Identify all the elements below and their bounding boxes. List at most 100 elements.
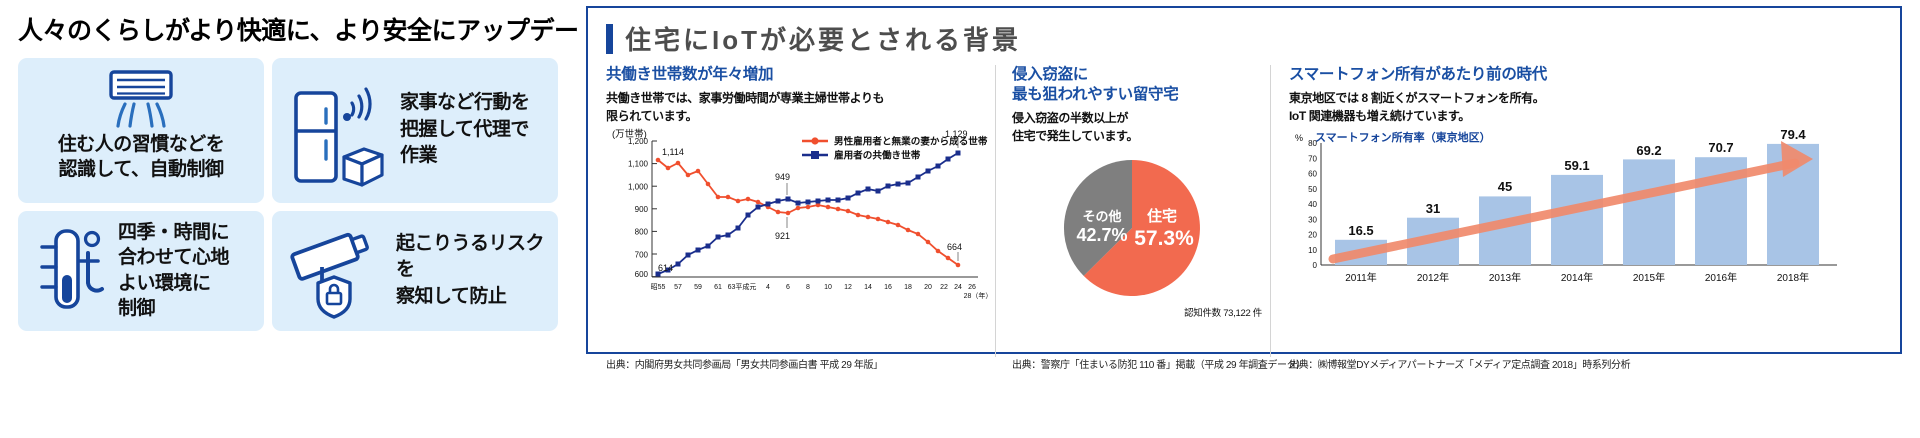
section1-source: 出典：内閣府男女共同参画局「男女共同参画白書 平成 29 年版」 (606, 360, 883, 371)
svg-text:男性雇用者と無業の妻から成る世帯: 男性雇用者と無業の妻から成る世帯 (834, 135, 988, 147)
section1-subtext: 共働き世帯では、家事労働時間が専業主婦世帯よりも 限られています。 (606, 90, 987, 125)
svg-text:45: 45 (1498, 179, 1512, 194)
svg-text:雇用者の共働き世帯: 雇用者の共働き世帯 (834, 149, 921, 161)
refrigerator-wifi-icon (284, 69, 392, 191)
section1-heading: 共働き世帯数が年々増加 (606, 66, 774, 83)
section2-source: 出典：警察庁「住まいる防犯 110 番」掲載（平成 29 年調査データ） (1012, 360, 1306, 371)
benefit-card-grid: 住む人の習慣などを 認識して、自動制御 (18, 57, 566, 331)
section2-subtext: 侵入窃盗の半数以上が 住宅で発生しています。 (1012, 110, 1262, 145)
svg-text:700: 700 (635, 250, 649, 259)
svg-text:1,000: 1,000 (628, 182, 649, 191)
benefit-card-housework-text: 家事など行動を 把握して代理で 作業 (400, 90, 530, 170)
svg-text:2018年: 2018年 (1777, 271, 1809, 284)
svg-text:(万世帯): (万世帯) (612, 128, 647, 140)
svg-text:900: 900 (635, 205, 649, 214)
right-panel: 住宅にIoTが必要とされる背景 共働き世帯数が年々増加 共働き世帯では、家事労働… (580, 0, 1910, 438)
benefit-card-climate-text: 四季・時間に 合わせて心地 よい環境に 制御 (118, 220, 230, 320)
card3-line4: 制御 (118, 297, 156, 319)
svg-text:800: 800 (635, 228, 649, 237)
svg-text:16: 16 (884, 284, 892, 291)
card2-line3: 作業 (400, 145, 438, 167)
benefit-card-climate[interactable]: 四季・時間に 合わせて心地 よい環境に 制御 (18, 210, 264, 331)
benefit-card-auto-control-text: 住む人の習慣などを 認識して、自動制御 (58, 132, 225, 183)
svg-text:80: 80 (1308, 139, 1317, 148)
svg-text:2013年: 2013年 (1489, 271, 1521, 284)
card3-line3: よい環境に (118, 272, 211, 294)
chart-legend: 男性雇用者と無業の妻から成る世帯 雇用者の共働き世帯 (802, 135, 988, 161)
svg-text:%: % (1295, 133, 1303, 143)
svg-text:2014年: 2014年 (1561, 271, 1593, 284)
security-camera-icon (282, 221, 386, 321)
svg-text:住宅: 住宅 (1147, 207, 1177, 225)
iot-background-title: 住宅にIoTが必要とされる背景 (625, 25, 1021, 55)
svg-text:60: 60 (1308, 169, 1317, 178)
svg-text:79.4: 79.4 (1780, 127, 1806, 142)
svg-text:14: 14 (864, 284, 872, 291)
svg-text:16.5: 16.5 (1348, 223, 1373, 238)
air-conditioner-icon (95, 68, 187, 130)
section3-sub-line1: 東京地区では 8 割近くがスマートフォンを所有。 (1289, 91, 1545, 106)
section-smartphone: スマートフォン所有があたり前の時代 東京地区では 8 割近くがスマートフォンを所… (1271, 65, 1871, 371)
smartphone-bar-chart: % スマートフォン所有率（東京地区） 80 70 60 50 40 30 (1289, 125, 1871, 297)
iot-background-box: 住宅にIoTが必要とされる背景 共働き世帯数が年々増加 共働き世帯では、家事労働… (586, 6, 1902, 371)
section1-sub-line1: 共働き世帯では、家事労働時間が専業主婦世帯よりも (606, 91, 885, 106)
card2-line1: 家事など行動を (400, 92, 530, 114)
bar-xticks: 2011年 2012年 2013年 2014年 2015年 2016年 2018… (1345, 271, 1809, 284)
card3-line1: 四季・時間に (118, 222, 230, 244)
svg-text:63平成元: 63平成元 (728, 282, 757, 291)
card2-line2: 把握して代理で (400, 118, 529, 140)
section2-sub-line1: 侵入窃盗の半数以上が (1012, 111, 1129, 126)
header-accent-bar (606, 23, 613, 54)
svg-text:42.7%: 42.7% (1076, 225, 1127, 245)
svg-text:10: 10 (824, 284, 832, 291)
section2-sub-line2: 住宅で発生しています。 (1012, 128, 1139, 143)
sections-container: 共働き世帯数が年々増加 共働き世帯では、家事労働時間が専業主婦世帯よりも 限られ… (606, 65, 1886, 371)
dual-income-line-chart: (万世帯) 1,200 1,100 1,000 900 800 700 600 (606, 125, 988, 303)
section3-subtext: 東京地区では 8 割近くがスマートフォンを所有。 IoT 関連機器も増え続けてい… (1289, 90, 1871, 125)
card1-line1: 住む人の習慣などを (57, 133, 225, 155)
svg-text:50: 50 (1308, 185, 1317, 194)
svg-text:61: 61 (714, 284, 722, 291)
svg-text:28（年）: 28（年） (964, 291, 988, 300)
benefit-card-security-text: 起こりうるリスクを 察知して防止 (396, 231, 554, 311)
svg-text:59: 59 (694, 284, 702, 291)
svg-text:26: 26 (968, 284, 976, 291)
svg-text:22: 22 (940, 284, 948, 291)
benefit-card-security[interactable]: 起こりうるリスクを 察知して防止 (272, 210, 558, 331)
svg-text:40: 40 (1308, 200, 1317, 209)
svg-text:1,114: 1,114 (662, 147, 684, 157)
svg-text:69.2: 69.2 (1636, 143, 1661, 158)
svg-text:30: 30 (1308, 215, 1317, 224)
section-burglary: 侵入窃盗に 最も狙われやすい留守宅 侵入窃盗の半数以上が 住宅で発生しています。 (996, 65, 1306, 371)
svg-text:664: 664 (947, 242, 962, 252)
svg-text:600: 600 (635, 270, 649, 279)
trend-arrow-icon (1328, 140, 1813, 264)
card4-line1: 起こりうるリスクを (396, 232, 545, 281)
chart-xticks: 昭55 57 59 61 63平成元 4 6 8 10 12 14 (651, 282, 988, 300)
benefit-card-auto-control[interactable]: 住む人の習慣などを 認識して、自動制御 (18, 57, 264, 203)
section2-note: 認知件数 73,122 件 (1184, 308, 1262, 320)
svg-text:614: 614 (658, 263, 673, 273)
section1-sub-line2: 限られています。 (606, 108, 698, 123)
svg-text:20: 20 (924, 284, 932, 291)
card1-line2: 認識して、自動制御 (58, 159, 224, 181)
svg-text:949: 949 (775, 172, 790, 182)
section2-heading-line2: 最も狙われやすい留守宅 (1012, 86, 1179, 104)
svg-text:昭55: 昭55 (651, 283, 666, 291)
section3-sub-line2: IoT 関連機器も増え続けています。 (1289, 108, 1470, 123)
svg-text:10: 10 (1308, 246, 1317, 255)
svg-text:24: 24 (954, 284, 962, 291)
card4-line2: 察知して防止 (396, 285, 507, 307)
svg-text:1,129: 1,129 (945, 129, 968, 139)
svg-text:スマートフォン所有率（東京地区）: スマートフォン所有率（東京地区） (1315, 130, 1491, 144)
svg-text:その他: その他 (1082, 209, 1121, 224)
benefit-card-housework[interactable]: 家事など行動を 把握して代理で 作業 (272, 57, 558, 203)
card3-line2: 合わせて心地 (118, 247, 230, 269)
section2-heading: 侵入窃盗に 最も狙われやすい留守宅 (1012, 65, 1262, 105)
section3-heading: スマートフォン所有があたり前の時代 (1289, 66, 1547, 83)
svg-text:70: 70 (1308, 154, 1317, 163)
section-dual-income: 共働き世帯数が年々増加 共働き世帯では、家事労働時間が専業主婦世帯よりも 限られ… (606, 65, 996, 371)
iot-background-header: 住宅にIoTが必要とされる背景 (606, 20, 1886, 57)
svg-text:57.3%: 57.3% (1134, 227, 1194, 250)
